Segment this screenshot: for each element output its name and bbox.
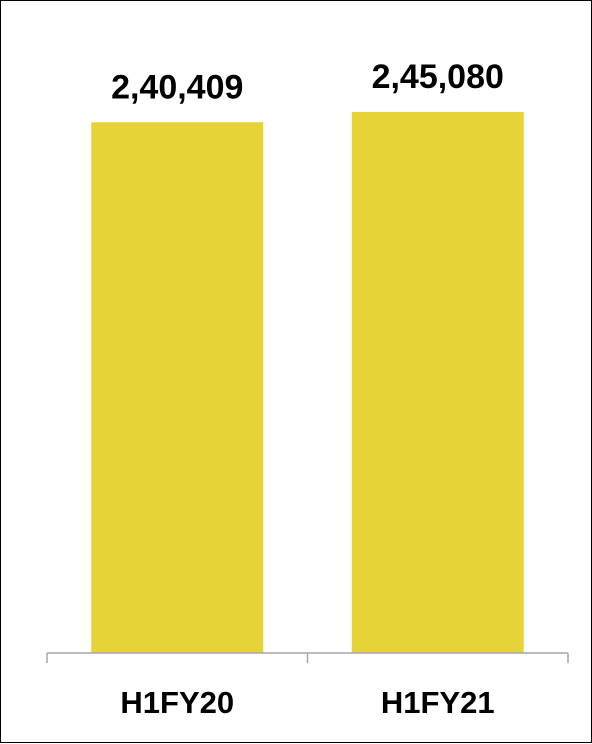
x-axis	[47, 653, 568, 663]
bar-h1fy21	[352, 112, 524, 653]
value-labels-group: 2,40,409 2,45,080	[111, 58, 504, 106]
bar-h1fy20	[91, 122, 263, 653]
value-label-h1fy20: 2,40,409	[111, 68, 243, 106]
category-label-h1fy21: H1FY21	[381, 685, 495, 720]
bars-group	[91, 112, 524, 653]
category-label-h1fy20: H1FY20	[120, 685, 234, 720]
category-labels-group: H1FY20 H1FY21	[120, 685, 494, 720]
value-label-h1fy21: 2,45,080	[372, 58, 504, 96]
